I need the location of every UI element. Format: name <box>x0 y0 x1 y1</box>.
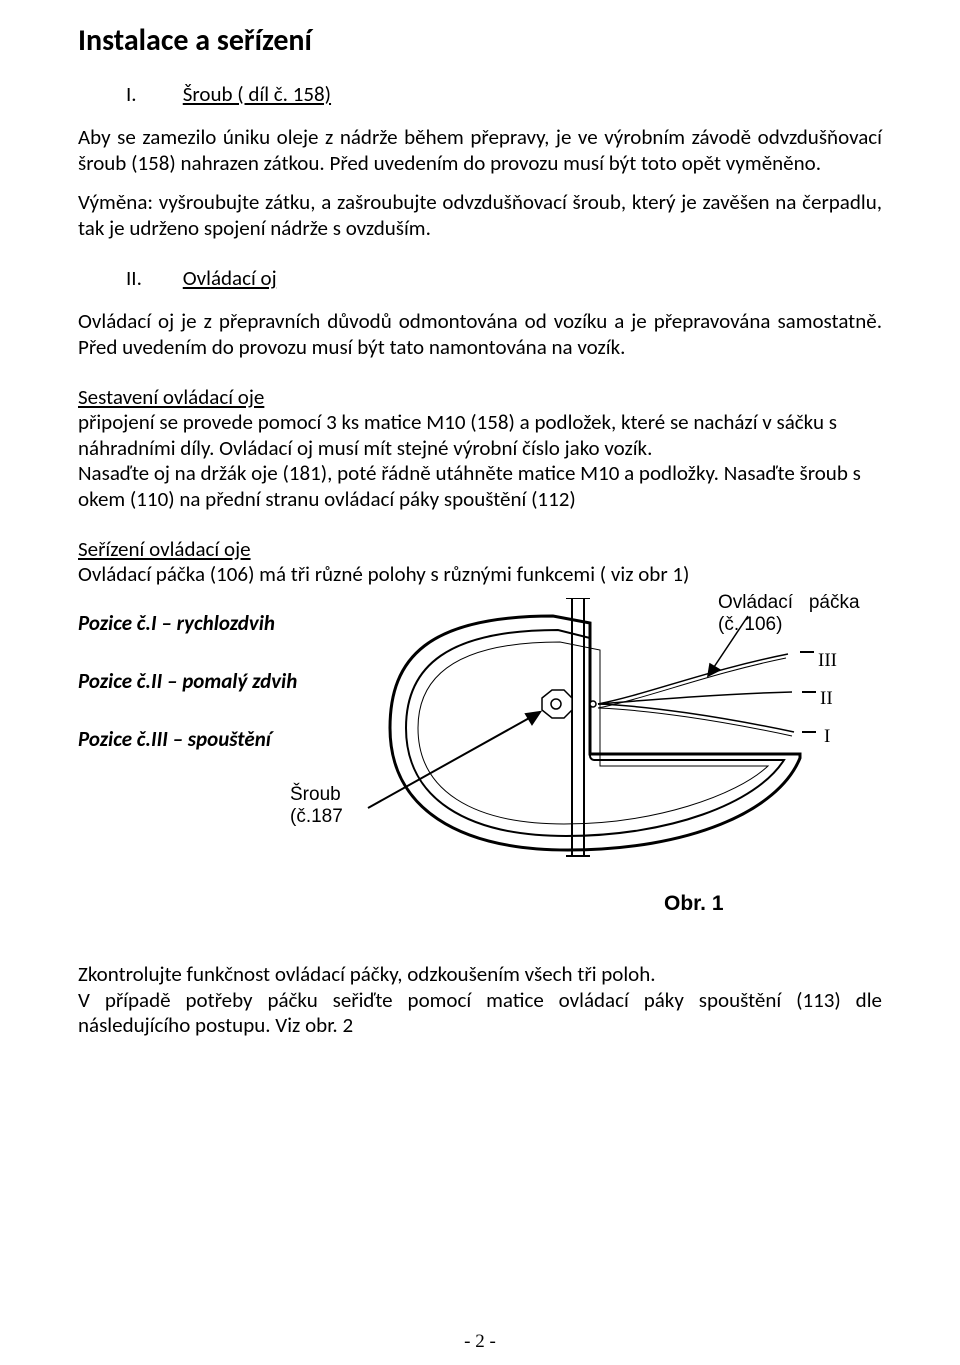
assembly-para-2: Nasaďte oj na držák oje (181), poté řádn… <box>78 461 882 512</box>
section-1-para-2: Výměna: vyšroubujte zátku, a zašroubujte… <box>78 190 882 241</box>
closing-para-2: V případě potřeby páčku seřiďte pomocí m… <box>78 988 882 1039</box>
section-1-roman: I. <box>126 81 178 107</box>
section-2-heading: II. Ovládací oj <box>78 265 882 291</box>
position-1-desc: – rychlozdvih <box>157 610 275 636</box>
position-2-name: Pozice č.II <box>78 668 162 694</box>
assembly-para-1: připojení se provede pomocí 3 ks matice … <box>78 410 882 461</box>
section-1-heading: I. Šroub ( díl č. 158) <box>78 81 882 107</box>
section-1-title: Šroub ( díl č. 158) <box>183 81 331 107</box>
page-title: Instalace a seřízení <box>78 22 882 59</box>
page-number: - 2 - <box>0 1331 960 1353</box>
figure-label: Obr. 1 <box>664 892 724 916</box>
section-2-title: Ovládací oj <box>183 265 277 291</box>
adjustment-line: Ovládací páčka (106) má tři různé polohy… <box>78 562 882 588</box>
position-3-name: Pozice č.III <box>78 726 168 752</box>
section-2-para: Ovládací oj je z přepravních důvodů odmo… <box>78 309 882 360</box>
position-1-name: Pozice č.I <box>78 610 157 636</box>
position-3-desc: – spouštění <box>168 726 271 752</box>
position-2-desc: – pomalý zdvih <box>162 668 297 694</box>
section-1-para-1: Aby se zamezilo úniku oleje z nádrže běh… <box>78 125 882 176</box>
adjustment-heading: Seřízení ovládací oje <box>78 536 251 562</box>
section-2-roman: II. <box>126 265 178 291</box>
position-1-label: Pozice č.I – rychlozdvih <box>78 610 275 636</box>
screw-label-line1: Šroub <box>290 784 341 806</box>
assembly-heading: Sestavení ovládací oje <box>78 384 264 410</box>
handle-diagram-svg <box>348 598 828 878</box>
diagram-area: Pozice č.I – rychlozdvih Pozice č.II – p… <box>78 592 882 952</box>
position-2-label: Pozice č.II – pomalý zdvih <box>78 668 297 694</box>
position-3-label: Pozice č.III – spouštění <box>78 726 271 752</box>
page-container: Instalace a seřízení I. Šroub ( díl č. 1… <box>0 0 960 1365</box>
closing-para-1: Zkontrolujte funkčnost ovládací páčky, o… <box>78 962 882 988</box>
screw-label-line2: (č.187 <box>290 806 343 828</box>
